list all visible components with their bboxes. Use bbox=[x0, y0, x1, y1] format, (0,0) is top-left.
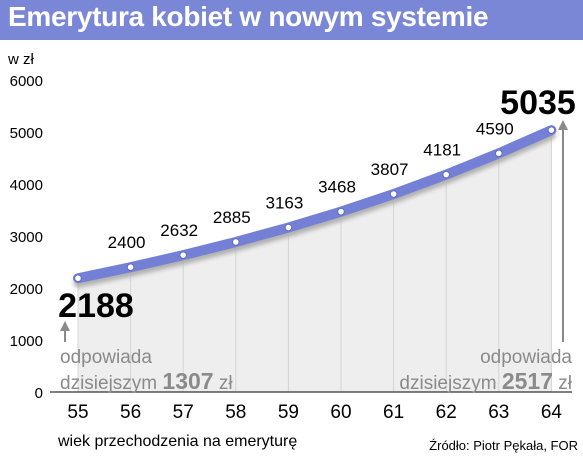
right-annotation-value: 2517 bbox=[502, 368, 553, 394]
y-tick-label-5000: 5000 bbox=[10, 125, 43, 142]
right-annotation-line1: odpowiada bbox=[480, 347, 572, 368]
x-tick-label-64: 64 bbox=[541, 402, 563, 423]
data-point-63 bbox=[495, 149, 503, 158]
y-tick-label-3000: 3000 bbox=[10, 229, 43, 246]
data-point-59 bbox=[284, 223, 293, 232]
x-tick-label-57: 57 bbox=[173, 402, 194, 423]
y-tick-label-1000: 1000 bbox=[10, 333, 43, 350]
y-tick-label-6000: 6000 bbox=[10, 73, 43, 90]
data-label-57: 2632 bbox=[160, 221, 198, 240]
data-label-59: 3163 bbox=[265, 194, 303, 213]
data-point-56 bbox=[126, 263, 135, 272]
left-annotation-prefix: dzisiejszym bbox=[60, 373, 162, 394]
axis-layer: 0 1000 2000 3000 4000 5000 6000 55 56 57 58 59 60 61 6… bbox=[10, 73, 572, 423]
x-tick-label-60: 60 bbox=[330, 402, 351, 423]
left-annotation-unit: zł bbox=[214, 373, 234, 394]
series-line bbox=[73, 125, 557, 284]
left-annotation-value: 1307 bbox=[162, 368, 213, 394]
source-label: Źródło: Piotr Pękała, FOR bbox=[429, 438, 578, 453]
chart-title: Emerytura kobiet w nowym systemie bbox=[8, 1, 489, 32]
data-label-56: 2400 bbox=[108, 233, 146, 252]
data-point-61 bbox=[389, 190, 398, 198]
left-annotation-line2: dzisiejszym 1307 zł bbox=[60, 368, 233, 394]
x-tick-label-59: 59 bbox=[278, 402, 299, 423]
data-point-58 bbox=[232, 238, 240, 246]
area-fill bbox=[78, 130, 552, 392]
right-annotation-unit: zł bbox=[553, 373, 573, 394]
data-label-64: 5035 bbox=[500, 84, 576, 122]
left-annotation-line1: odpowiada bbox=[60, 347, 152, 368]
y-tick-label-2000: 2000 bbox=[10, 281, 43, 298]
x-tick-label-56: 56 bbox=[120, 402, 141, 423]
data-point-57 bbox=[179, 251, 187, 259]
right-annotation-prefix: dzisiejszym bbox=[399, 373, 501, 394]
data-label-55: 2188 bbox=[58, 287, 134, 325]
data-label-63: 4590 bbox=[476, 119, 514, 138]
x-tick-label-58: 58 bbox=[225, 402, 246, 423]
grid-layer bbox=[77, 130, 552, 392]
data-point-64 bbox=[547, 126, 556, 134]
y-tick-label-4000: 4000 bbox=[10, 177, 43, 194]
left-annotation-arrow-head bbox=[60, 321, 70, 331]
data-label-60: 3468 bbox=[318, 178, 356, 197]
data-point-55 bbox=[74, 274, 82, 283]
right-annotation-arrow-head bbox=[558, 120, 568, 130]
x-tick-label-61: 61 bbox=[383, 402, 404, 423]
data-label-62: 4181 bbox=[423, 141, 461, 160]
series-line-layer bbox=[73, 125, 557, 288]
data-label-61: 3807 bbox=[371, 160, 409, 179]
data-point-60 bbox=[337, 207, 345, 216]
y-axis-unit-label: w zł bbox=[7, 51, 35, 68]
data-point-62 bbox=[442, 170, 451, 179]
data-label-58: 2885 bbox=[213, 208, 251, 227]
y-tick-label-0: 0 bbox=[35, 385, 43, 402]
x-axis-title: wiek przechodzenia na emeryturę bbox=[57, 433, 297, 450]
title-bar: Emerytura kobiet w nowym systemie bbox=[0, 0, 583, 40]
area-fill-layer bbox=[78, 130, 552, 392]
right-annotation-line2: dzisiejszym 2517 zł bbox=[399, 368, 572, 394]
x-tick-label-63: 63 bbox=[488, 402, 509, 423]
x-tick-label-62: 62 bbox=[436, 402, 457, 423]
x-tick-label-55: 55 bbox=[67, 402, 88, 423]
